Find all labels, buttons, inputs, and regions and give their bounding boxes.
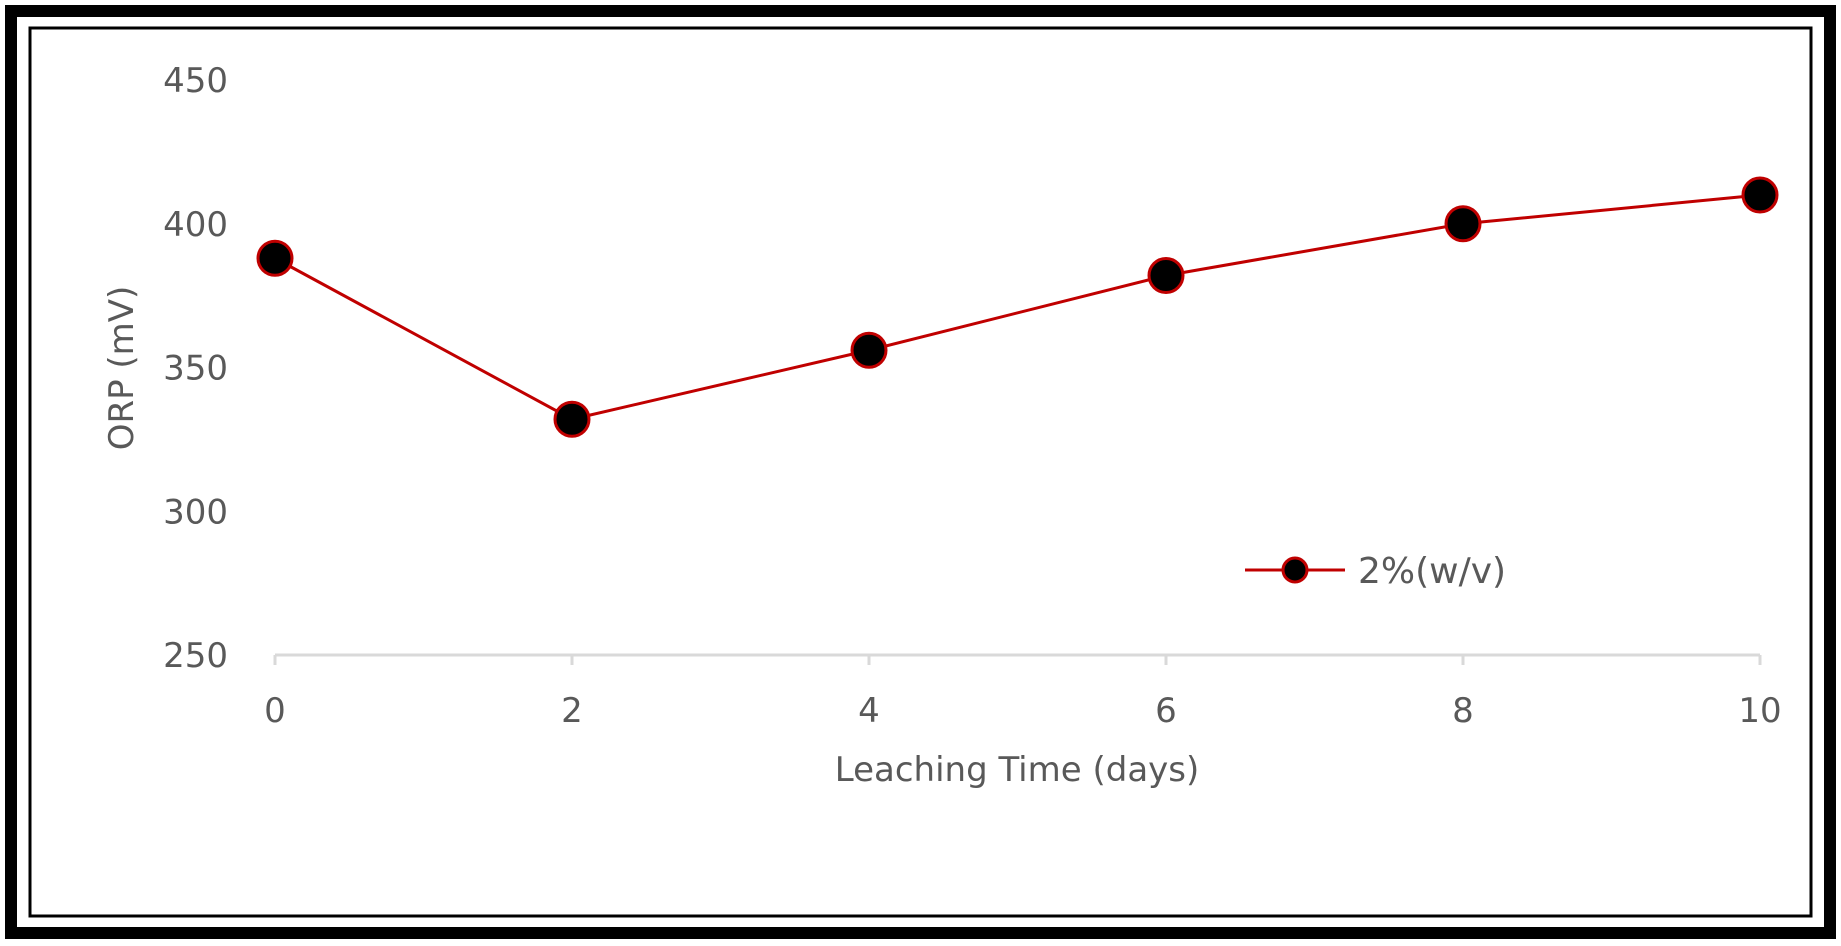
x-axis-tick-labels: 0 2 4 6 8 10 [264,691,1781,731]
y-tick-label: 350 [163,349,228,389]
data-point [256,239,294,277]
x-axis-ticks [273,655,1762,665]
legend-marker-sample [1281,556,1309,584]
data-point [1444,205,1482,243]
x-axis-title: Leaching Time (days) [835,750,1200,790]
legend: 2%(w/v) [1245,551,1506,592]
data-point [1741,176,1779,214]
y-tick-label: 250 [163,636,228,676]
inner-frame [28,26,1813,918]
y-tick-label: 400 [163,205,228,245]
y-axis-title: ORP (mV) [102,286,142,451]
series-2pct [256,176,1779,438]
y-tick-label: 300 [163,492,228,532]
x-tick-label: 10 [1738,691,1781,731]
x-tick-label: 8 [1452,691,1474,731]
data-point [850,331,888,369]
y-tick-label: 450 [163,61,228,101]
x-tick-label: 2 [561,691,583,731]
y-axis-tick-labels: 250 300 350 400 450 [163,61,228,676]
x-tick-label: 4 [858,691,880,731]
x-tick-label: 0 [264,691,286,731]
series-line [274,193,1761,421]
legend-label: 2%(w/v) [1358,551,1506,592]
data-point [553,400,591,438]
x-tick-label: 6 [1155,691,1177,731]
data-point [1147,257,1185,294]
